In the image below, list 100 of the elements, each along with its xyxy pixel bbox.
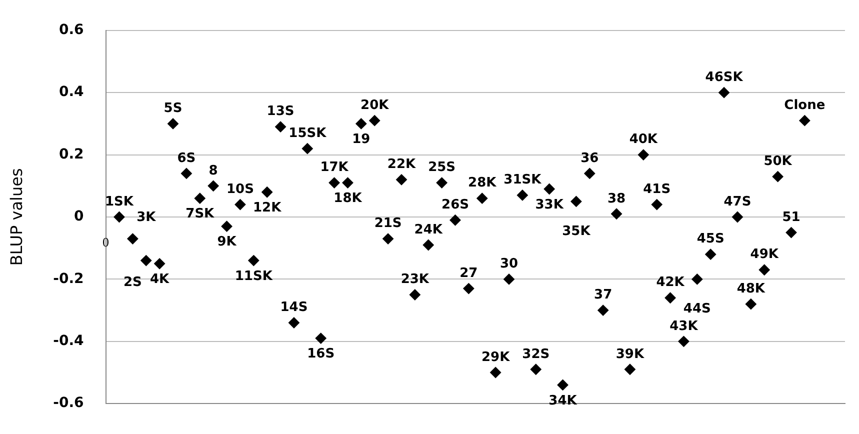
point bbox=[127, 233, 138, 244]
point bbox=[463, 283, 474, 294]
x-tick-label: 7SK bbox=[186, 206, 216, 222]
x-tick-label: 36 bbox=[580, 150, 599, 166]
point bbox=[530, 364, 542, 375]
point bbox=[758, 264, 770, 276]
point bbox=[275, 121, 286, 132]
point bbox=[114, 212, 125, 222]
point bbox=[745, 298, 756, 310]
point bbox=[786, 227, 797, 238]
x-tick-label: 25S bbox=[428, 160, 456, 176]
point bbox=[598, 304, 609, 316]
x-tick-label: 6S bbox=[177, 150, 196, 166]
point bbox=[651, 199, 662, 210]
point bbox=[208, 180, 219, 192]
x-tick-label: 18K bbox=[334, 191, 363, 206]
x-tick-label: 32S bbox=[522, 346, 550, 362]
x-tick-label: 1SK bbox=[105, 194, 134, 210]
y-tick-label: 0 bbox=[74, 208, 84, 225]
point bbox=[221, 220, 232, 232]
point bbox=[624, 364, 636, 375]
x-tick-label: 17K bbox=[320, 160, 350, 176]
y-tick-label: 0.4 bbox=[59, 84, 84, 100]
y-tick-label: -0.4 bbox=[53, 333, 84, 350]
point bbox=[315, 332, 326, 344]
point bbox=[732, 212, 743, 222]
point bbox=[262, 186, 273, 198]
x-tick-label: 19 bbox=[352, 132, 370, 148]
y-tick-label: -0.6 bbox=[53, 395, 84, 412]
x-tick-label: 26S bbox=[442, 197, 469, 212]
x-tick-label: 22K bbox=[387, 157, 416, 172]
point bbox=[570, 196, 582, 207]
x-tick-label: 2S bbox=[123, 275, 142, 290]
point bbox=[678, 336, 690, 347]
x-tick-label: 37 bbox=[594, 288, 612, 303]
x-tick-label: 23K bbox=[400, 272, 430, 288]
x-tick-label: 9K bbox=[217, 234, 238, 250]
point bbox=[705, 248, 716, 260]
x-tick-label: 21S bbox=[374, 216, 402, 232]
point bbox=[718, 87, 730, 98]
point bbox=[356, 118, 367, 130]
x-tick-label: 12K bbox=[253, 200, 282, 216]
x-tick-label: 16S bbox=[307, 346, 335, 362]
point bbox=[544, 184, 555, 195]
point bbox=[302, 143, 313, 154]
x-tick-label: 39K bbox=[616, 346, 645, 362]
x-tick-label: 10S bbox=[226, 182, 254, 197]
point bbox=[692, 274, 703, 285]
point bbox=[396, 174, 407, 186]
x-tick-label: 27 bbox=[460, 266, 478, 281]
point bbox=[369, 115, 380, 126]
x-tick-label: 50K bbox=[764, 154, 793, 169]
x-tick-label: 11SK bbox=[234, 268, 274, 284]
y-tick-label: 0.6 bbox=[59, 22, 84, 38]
point bbox=[664, 292, 676, 304]
point bbox=[154, 258, 166, 270]
point bbox=[799, 115, 810, 126]
point bbox=[557, 379, 568, 390]
point bbox=[248, 255, 260, 266]
point bbox=[422, 239, 434, 250]
x-tick-label: 45S bbox=[696, 232, 724, 247]
point bbox=[234, 199, 246, 210]
point bbox=[382, 233, 394, 244]
x-tick-label: 20K bbox=[360, 98, 390, 113]
x-tick-label: 24K bbox=[414, 222, 444, 238]
x-tick-label: 38 bbox=[607, 191, 626, 206]
point bbox=[611, 208, 622, 220]
point bbox=[490, 367, 502, 378]
x-tick-label: 8 bbox=[208, 163, 218, 178]
x-tick-label: 48K bbox=[736, 281, 766, 296]
x-tick-label: 33K bbox=[535, 197, 564, 212]
x-tick-label: 29K bbox=[481, 350, 511, 365]
point bbox=[409, 289, 420, 300]
x-tick-label: 14S bbox=[280, 300, 308, 316]
x-tick-label: 47S bbox=[724, 194, 752, 210]
y-tick-label: 0.2 bbox=[59, 146, 84, 162]
x-tick-label: 13S bbox=[266, 104, 294, 120]
x-tick-label: 41S bbox=[643, 182, 671, 197]
point bbox=[584, 168, 596, 179]
x-tick-label: Clone bbox=[784, 98, 826, 113]
point bbox=[140, 255, 152, 266]
point bbox=[328, 177, 340, 188]
x-tick-label: 15SK bbox=[288, 126, 328, 141]
x-tick-label: 4K bbox=[150, 272, 170, 288]
point bbox=[450, 214, 461, 226]
point bbox=[772, 171, 784, 182]
point bbox=[476, 192, 488, 204]
point bbox=[194, 192, 206, 204]
point bbox=[180, 168, 192, 179]
x-tick-label: 30 bbox=[500, 256, 518, 272]
x-tick-label: 31SK bbox=[504, 172, 542, 188]
x-tick-label: 49K bbox=[750, 247, 780, 262]
x-tick-label: 44S bbox=[683, 302, 711, 317]
point bbox=[168, 118, 179, 130]
x-tick-label: 40K bbox=[629, 132, 658, 148]
x-tick-label: 3K bbox=[136, 210, 157, 225]
text: 0 bbox=[102, 234, 110, 250]
x-tick-label: 43K bbox=[670, 318, 699, 334]
point bbox=[516, 190, 528, 201]
x-tick-label: 28K bbox=[468, 176, 498, 191]
